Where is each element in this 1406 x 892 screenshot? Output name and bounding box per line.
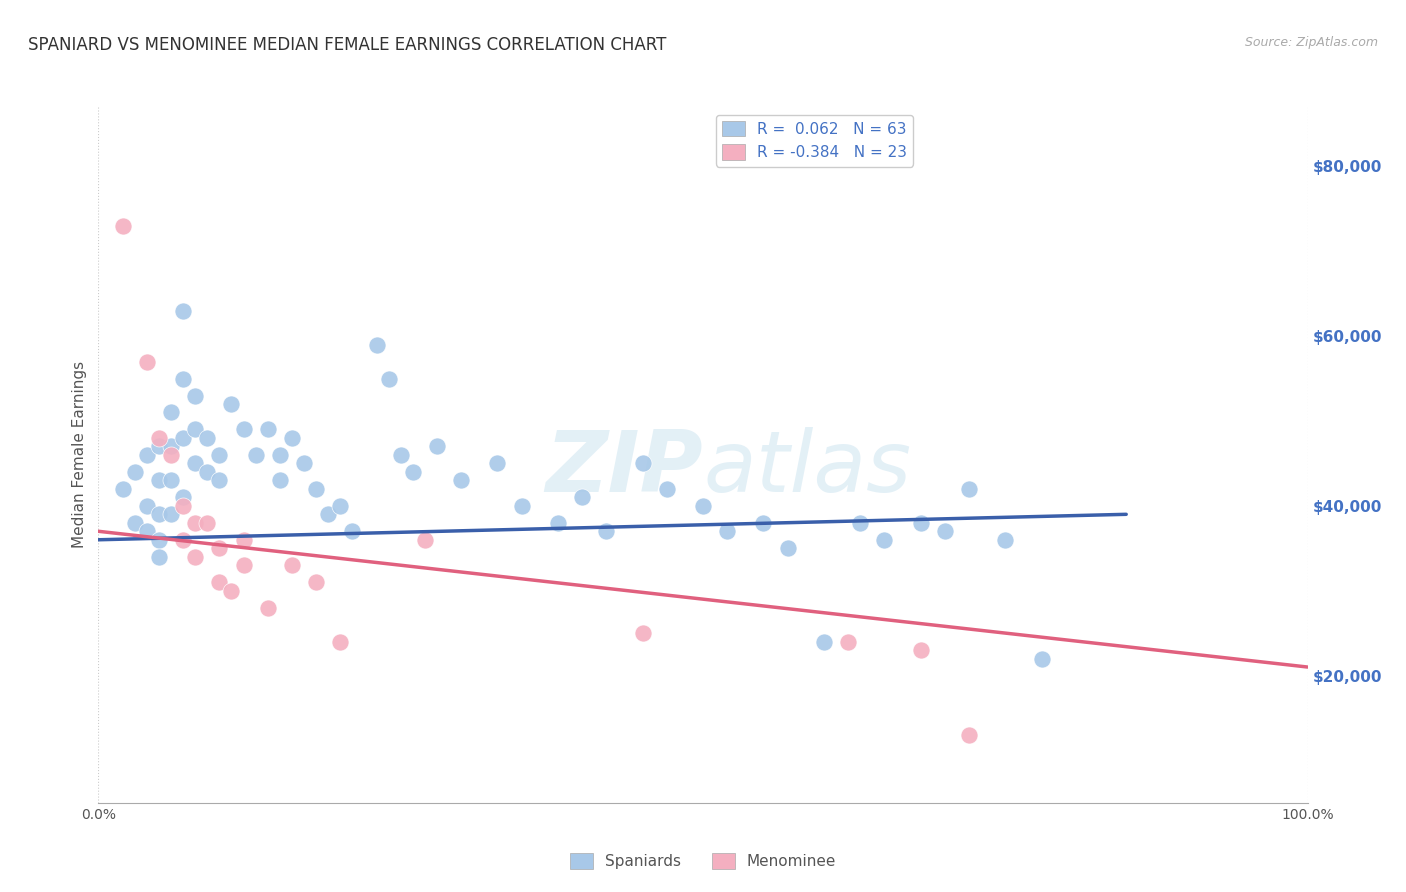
Point [184, 516, 207, 530]
Point [160, 439, 183, 453]
Point [172, 371, 194, 385]
Point [486, 457, 509, 471]
Point [281, 558, 304, 573]
Point [934, 524, 956, 539]
Text: Source: ZipAtlas.com: Source: ZipAtlas.com [1244, 36, 1378, 49]
Point [148, 439, 170, 453]
Point [195, 465, 218, 479]
Point [329, 499, 352, 513]
Point [752, 516, 775, 530]
Legend: Spaniards, Menominee: Spaniards, Menominee [564, 847, 842, 875]
Point [160, 474, 183, 488]
Point [221, 583, 243, 598]
Point [631, 457, 654, 471]
Point [873, 533, 896, 547]
Point [232, 558, 254, 573]
Point [957, 482, 980, 496]
Point [245, 448, 267, 462]
Point [595, 524, 617, 539]
Point [316, 508, 339, 522]
Point [281, 431, 304, 445]
Point [269, 448, 291, 462]
Point [813, 634, 835, 648]
Point [342, 524, 364, 539]
Point [111, 219, 134, 233]
Point [148, 431, 170, 445]
Point [366, 337, 388, 351]
Y-axis label: Median Female Earnings: Median Female Earnings [72, 361, 87, 549]
Point [184, 422, 207, 436]
Point [655, 482, 678, 496]
Point [631, 626, 654, 640]
Point [389, 448, 412, 462]
Point [269, 474, 291, 488]
Point [172, 533, 194, 547]
Point [148, 474, 170, 488]
Point [292, 457, 315, 471]
Point [957, 728, 980, 742]
Point [172, 431, 194, 445]
Point [160, 405, 183, 419]
Point [148, 508, 170, 522]
Point [849, 516, 872, 530]
Text: atlas: atlas [703, 427, 911, 510]
Point [184, 457, 207, 471]
Point [208, 541, 231, 556]
Point [160, 448, 183, 462]
Point [716, 524, 738, 539]
Point [256, 600, 278, 615]
Point [148, 549, 170, 564]
Point [256, 422, 278, 436]
Point [160, 508, 183, 522]
Point [1031, 651, 1053, 665]
Point [571, 491, 593, 505]
Text: SPANIARD VS MENOMINEE MEDIAN FEMALE EARNINGS CORRELATION CHART: SPANIARD VS MENOMINEE MEDIAN FEMALE EARN… [28, 36, 666, 54]
Point [232, 533, 254, 547]
Point [184, 388, 207, 402]
Point [413, 533, 436, 547]
Point [208, 575, 231, 590]
Point [910, 643, 932, 657]
Point [148, 533, 170, 547]
Point [837, 634, 859, 648]
Point [221, 397, 243, 411]
Point [184, 549, 207, 564]
Point [208, 474, 231, 488]
Point [135, 524, 157, 539]
Point [232, 422, 254, 436]
Point [305, 482, 328, 496]
Point [172, 499, 194, 513]
Point [135, 354, 157, 368]
Point [402, 465, 425, 479]
Point [910, 516, 932, 530]
Point [305, 575, 328, 590]
Point [329, 634, 352, 648]
Point [692, 499, 714, 513]
Point [195, 516, 218, 530]
Point [172, 491, 194, 505]
Point [426, 439, 449, 453]
Point [124, 465, 146, 479]
Point [208, 448, 231, 462]
Point [377, 371, 399, 385]
Point [547, 516, 569, 530]
Point [510, 499, 533, 513]
Point [111, 482, 134, 496]
Point [172, 303, 194, 318]
Point [135, 448, 157, 462]
Text: ZIP: ZIP [546, 427, 703, 510]
Point [135, 499, 157, 513]
Point [124, 516, 146, 530]
Point [776, 541, 799, 556]
Legend: R =  0.062   N = 63, R = -0.384   N = 23: R = 0.062 N = 63, R = -0.384 N = 23 [716, 115, 912, 167]
Point [195, 431, 218, 445]
Point [994, 533, 1017, 547]
Point [450, 474, 472, 488]
